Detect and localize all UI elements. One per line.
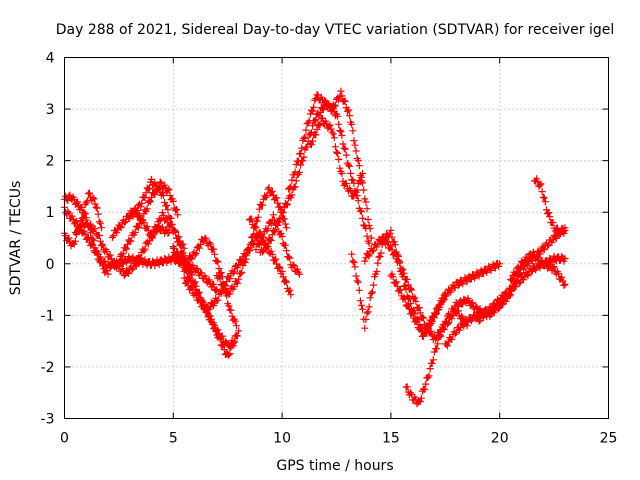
- y-tick-label: 4: [46, 51, 55, 67]
- y-tick-label: -3: [41, 412, 55, 428]
- series-marks: [507, 248, 569, 289]
- series-arc-10: [180, 229, 264, 316]
- series-arc-15: [285, 87, 375, 242]
- series-arc-24: [531, 175, 569, 238]
- x-tick-label: 10: [273, 431, 291, 447]
- y-tick-labels: -3 -2 -1 0 1 2 3 4: [41, 51, 55, 428]
- data-points: [61, 87, 569, 408]
- series-arc-13: [252, 211, 303, 278]
- x-tick-label: 20: [491, 431, 509, 447]
- series-marks: [531, 175, 569, 238]
- series-marks: [252, 211, 303, 278]
- plot-frame: [64, 57, 609, 419]
- series-marks: [387, 259, 504, 340]
- series-marks: [213, 184, 290, 298]
- series-arc-23: [507, 248, 569, 289]
- series-arc-22: [474, 252, 569, 325]
- series-marks: [256, 98, 373, 256]
- x-tick-label: 5: [169, 431, 178, 447]
- x-tick-label: 25: [600, 431, 618, 447]
- x-tick-label: 0: [60, 431, 69, 447]
- series-marks: [474, 252, 569, 325]
- chart-title: Day 288 of 2021, Sidereal Day-to-day VTE…: [56, 22, 615, 38]
- series-marks: [71, 216, 173, 280]
- series-marks: [306, 114, 367, 200]
- series-marks: [441, 224, 569, 350]
- y-tick-label: 0: [46, 257, 55, 273]
- series-arc-11: [213, 184, 290, 298]
- y-tick-label: 3: [46, 102, 55, 118]
- series-marks: [180, 229, 264, 316]
- series-marks: [285, 87, 375, 242]
- y-axis-title: SDTVAR / TECUs: [8, 181, 24, 296]
- x-axis-title: GPS time / hours: [276, 458, 393, 474]
- y-tick-label: -1: [41, 308, 55, 324]
- x-tick-label: 15: [382, 431, 400, 447]
- series-arc-4: [71, 216, 173, 280]
- x-tick-labels: 0 5 10 15 20 25: [60, 431, 617, 447]
- series-arc-16: [306, 114, 367, 200]
- y-tick-label: -2: [41, 360, 55, 376]
- series-arc-14: [256, 98, 373, 256]
- series-arc-19: [387, 259, 504, 340]
- y-tick-label: 2: [46, 154, 55, 170]
- series-arc-21: [441, 224, 569, 350]
- y-tick-label: 1: [46, 205, 55, 221]
